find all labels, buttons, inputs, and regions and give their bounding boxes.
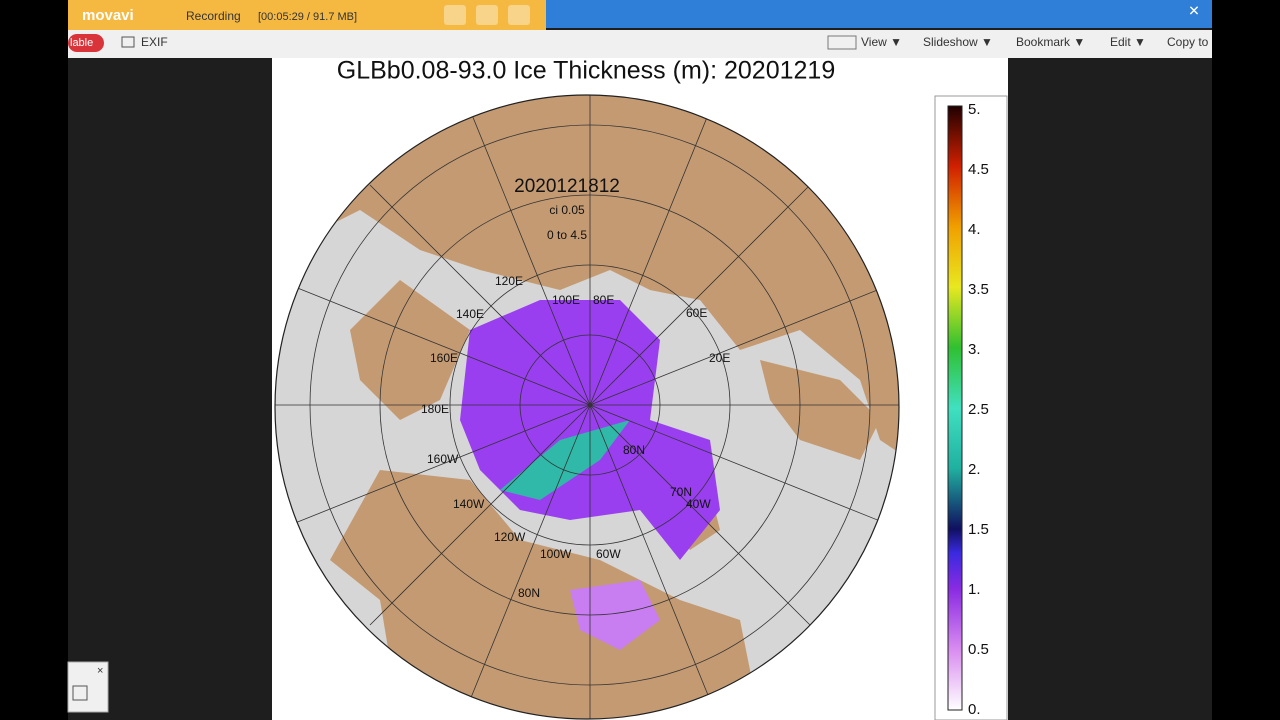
edit-menu[interactable]: Edit ▼ bbox=[1110, 35, 1146, 49]
map-label: 80E bbox=[593, 293, 614, 307]
map-label: 120W bbox=[494, 530, 526, 544]
stop-button[interactable] bbox=[508, 5, 530, 25]
colorbar-label: 2. bbox=[968, 461, 981, 478]
map-label: 70N bbox=[670, 485, 692, 499]
map-range: 0 to 4.5 bbox=[547, 228, 587, 242]
close-button[interactable]: ✕ bbox=[1188, 3, 1200, 19]
bookmark-menu[interactable]: Bookmark ▼ bbox=[1016, 35, 1085, 49]
colorbar-label: 0. bbox=[968, 701, 981, 718]
colorbar-label: 3.5 bbox=[968, 281, 989, 298]
recording-info: [00:05:29 / 91.7 MB] bbox=[258, 11, 357, 23]
hudson-ice bbox=[570, 580, 660, 650]
view-icon bbox=[827, 35, 857, 50]
colorbar-label: 2.5 bbox=[968, 401, 989, 418]
land-europe bbox=[760, 360, 880, 460]
mini-icon bbox=[72, 685, 88, 701]
right-bar bbox=[1212, 0, 1280, 720]
map-label: 60E bbox=[686, 306, 707, 320]
map-label: 80N bbox=[518, 586, 540, 600]
colorbar-label: 0.5 bbox=[968, 641, 989, 658]
map-label: 100E bbox=[552, 293, 580, 307]
map-date: 2020121812 bbox=[514, 176, 620, 197]
map-interval: ci 0.05 bbox=[549, 203, 585, 217]
tab-pill[interactable] bbox=[68, 34, 104, 52]
recording-label: Recording bbox=[186, 9, 241, 23]
colorbar-label: 1.5 bbox=[968, 521, 989, 538]
exif-button[interactable]: EXIF bbox=[141, 35, 168, 49]
toolbar bbox=[68, 30, 1212, 58]
map-label: 80N bbox=[623, 443, 645, 457]
map-label: 40W bbox=[686, 497, 711, 511]
copy-menu[interactable]: Copy to bbox=[1167, 35, 1209, 49]
map-title: GLBb0.08-93.0 Ice Thickness (m): 2020121… bbox=[337, 57, 835, 85]
map bbox=[275, 95, 899, 719]
graticule bbox=[275, 95, 899, 719]
land-west bbox=[350, 280, 470, 420]
colorbar-label: 4. bbox=[968, 221, 981, 238]
recorder-logo: movavi bbox=[82, 7, 134, 24]
view-menu[interactable]: View ▼ bbox=[861, 35, 902, 49]
colorbar-label: 1. bbox=[968, 581, 981, 598]
left-bar bbox=[0, 0, 68, 720]
colorbar-label: 4.5 bbox=[968, 161, 989, 178]
recording-bar bbox=[68, 0, 546, 30]
colorbar-label: 3. bbox=[968, 341, 981, 358]
map-label: 20E bbox=[709, 351, 730, 365]
recorder-button[interactable] bbox=[444, 5, 466, 25]
map-label: 180E bbox=[421, 402, 449, 416]
thick-ice bbox=[500, 420, 630, 500]
mini-close[interactable]: × bbox=[97, 665, 103, 677]
colorbar bbox=[947, 105, 963, 711]
pause-button[interactable] bbox=[476, 5, 498, 25]
tab-label[interactable]: lable bbox=[70, 37, 93, 49]
map-label: 120E bbox=[495, 274, 523, 288]
map-label: 160E bbox=[430, 351, 458, 365]
mini-panel[interactable] bbox=[67, 661, 109, 713]
map-label: 140W bbox=[453, 497, 485, 511]
colorbar-frame bbox=[934, 95, 1008, 720]
colorbar-label: 5. bbox=[968, 101, 981, 118]
land-south bbox=[330, 470, 760, 719]
slideshow-menu[interactable]: Slideshow ▼ bbox=[923, 35, 993, 49]
colorbar-labels: 5. 4.5 4. 3.5 3. 2.5 2. 1.5 1. 0.5 0. bbox=[968, 101, 989, 718]
globe-outline bbox=[274, 94, 900, 720]
map-label: 140E bbox=[456, 307, 484, 321]
map-label: 160W bbox=[427, 452, 459, 466]
map-label: 100W bbox=[540, 547, 572, 561]
map-label: 60W bbox=[596, 547, 621, 561]
camera-icon bbox=[121, 36, 135, 48]
